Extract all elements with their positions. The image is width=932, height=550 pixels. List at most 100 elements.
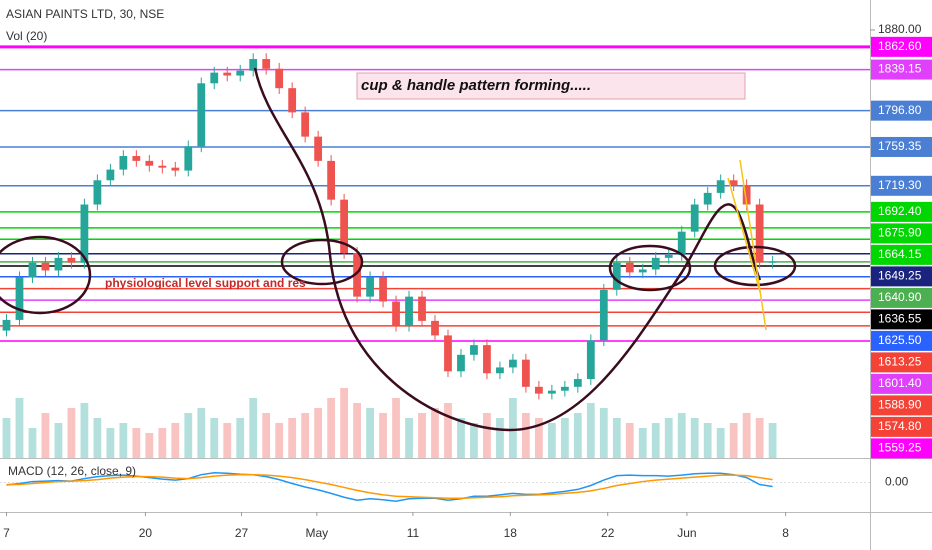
- circle: [713, 245, 797, 287]
- volume-label: Vol (20): [6, 29, 47, 43]
- candle-body: [651, 257, 660, 270]
- macd-line: [6, 473, 773, 500]
- volume-bar: [405, 418, 413, 458]
- volume-bar: [716, 428, 725, 458]
- level-label: 1675.90: [878, 226, 922, 240]
- volume-bar: [366, 408, 374, 458]
- volume-bar: [444, 403, 452, 458]
- candle-body: [28, 262, 37, 278]
- candle-body: [262, 59, 271, 69]
- candle-body: [132, 156, 141, 161]
- candle-body: [379, 277, 387, 302]
- candle-body: [93, 180, 102, 205]
- candle-body: [509, 359, 517, 368]
- candle-body: [145, 160, 154, 166]
- volume-bar: [573, 413, 582, 458]
- volume-bar: [340, 388, 348, 458]
- candle-body: [210, 72, 219, 84]
- volume-bar: [2, 418, 11, 458]
- candle-body: [366, 277, 374, 297]
- level-label: 1839.15: [878, 62, 922, 76]
- volume-bar: [223, 423, 232, 458]
- level-label-bg: [871, 244, 932, 265]
- price-pane: [0, 45, 870, 458]
- level-label-bg: [871, 287, 932, 308]
- volume-bar: [275, 423, 284, 458]
- volume-bar: [599, 408, 608, 458]
- candle-body: [625, 262, 634, 273]
- y-tick-label: 1880.00: [878, 22, 922, 36]
- candle-body: [314, 136, 323, 161]
- x-tick-label: 11: [407, 526, 420, 540]
- level-label-bg: [871, 175, 932, 196]
- level-label: 1613.25: [878, 355, 922, 369]
- volume-bar: [15, 398, 24, 458]
- level-label: 1692.40: [878, 204, 922, 218]
- volume-bar: [729, 423, 738, 458]
- volume-bar: [431, 408, 439, 458]
- level-label-bg: [871, 373, 932, 394]
- x-tick-label: 27: [235, 526, 249, 540]
- volume-bar: [677, 413, 686, 458]
- level-label-bg: [871, 395, 932, 416]
- volume-bar: [755, 418, 764, 458]
- volume-bar: [197, 408, 206, 458]
- level-label: 1625.50: [878, 333, 922, 347]
- level-label: 1664.15: [878, 247, 922, 261]
- circle: [280, 238, 364, 286]
- volume-bar: [612, 418, 621, 458]
- x-tick-label: 18: [504, 526, 518, 540]
- level-label: 1636.55: [878, 312, 922, 326]
- volume-bar: [625, 423, 634, 458]
- volume-bar: [28, 428, 37, 458]
- drawings: [0, 67, 797, 432]
- volume-bar: [560, 418, 569, 458]
- volume-bar: [41, 413, 50, 458]
- level-label-bg: [871, 416, 932, 437]
- candle-body: [664, 254, 673, 258]
- volume-bar: [522, 413, 530, 458]
- candle-body: [15, 277, 24, 320]
- volume-bar: [638, 428, 647, 458]
- volume-bar: [327, 398, 336, 458]
- x-tick-label: 22: [601, 526, 615, 540]
- candle-body: [119, 156, 128, 170]
- level-label: 1719.30: [878, 178, 922, 192]
- volume-bar: [703, 423, 712, 458]
- level-label: 1796.80: [878, 103, 922, 117]
- x-tick-label: 7: [3, 526, 10, 540]
- volume-bar: [664, 418, 673, 458]
- candle-body: [573, 379, 582, 387]
- candle-body: [275, 68, 284, 89]
- level-label: 1574.80: [878, 419, 922, 433]
- volume-bar: [106, 428, 115, 458]
- volume-bar: [353, 403, 361, 458]
- candle-body: [41, 262, 50, 271]
- volume-bar: [119, 423, 128, 458]
- level-label: 1588.90: [878, 398, 922, 412]
- trend-line: [739, 159, 767, 331]
- candle-body: [288, 88, 297, 113]
- level-label-bg: [871, 36, 932, 57]
- level-label-bg: [871, 223, 932, 244]
- candle-body: [405, 296, 413, 326]
- candle-body: [301, 112, 310, 137]
- level-label: 1640.90: [878, 290, 922, 304]
- level-label-bg: [871, 201, 932, 222]
- level-label-bg: [871, 352, 932, 373]
- volume-bar: [301, 413, 310, 458]
- volume-bar: [262, 413, 271, 458]
- level-label-bg: [871, 438, 932, 459]
- x-tick-label: 20: [139, 526, 153, 540]
- volume-bar: [54, 423, 63, 458]
- x-tick-label: Jun: [677, 526, 696, 540]
- volume-bar: [314, 408, 323, 458]
- volume-bar: [132, 428, 141, 458]
- trend-line: [727, 177, 761, 293]
- candle-body: [184, 146, 193, 171]
- volume-bar: [470, 423, 478, 458]
- volume-bar: [379, 413, 387, 458]
- circle: [0, 235, 92, 315]
- candle-body: [690, 204, 699, 232]
